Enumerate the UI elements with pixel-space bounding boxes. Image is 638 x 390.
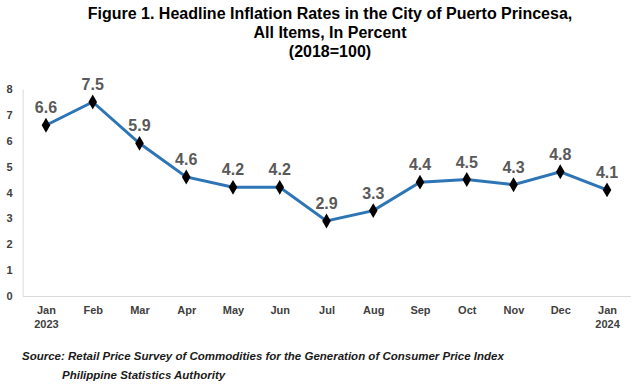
data-label: 4.5 [456, 154, 478, 171]
y-axis-line [23, 90, 24, 297]
x-tick: Feb [83, 296, 103, 316]
x-tick-label: Jan 2023 [34, 304, 58, 330]
x-tick: Aug [363, 296, 384, 316]
y-tick: 6 [6, 135, 22, 147]
x-tick-label-line: Jun [270, 304, 290, 316]
y-tick: 1 [6, 264, 22, 276]
x-tick-label: Aug [363, 304, 384, 316]
plot-area [42, 94, 612, 228]
line [46, 102, 607, 221]
marker [369, 203, 378, 218]
y-tick-label: 1 [6, 264, 12, 276]
data-label: 6.6 [35, 99, 57, 116]
x-tick-label-line: Nov [504, 304, 526, 316]
data-label: 4.6 [175, 151, 197, 168]
x-tick: Nov [504, 296, 526, 316]
x-tick-label: Sep [410, 304, 430, 316]
marker [42, 118, 51, 133]
data-label: 4.8 [549, 146, 571, 163]
x-tick: Dec [551, 296, 571, 316]
data-label: 4.3 [502, 159, 524, 176]
marker [182, 170, 191, 185]
x-tick: Jul [319, 296, 335, 316]
y-tick: 4 [6, 187, 22, 199]
title-line: Figure 1. Headline Inflation Rates in th… [88, 5, 573, 22]
y-tick: 5 [6, 161, 22, 173]
x-tick-label: Jun [270, 304, 290, 316]
title: Figure 1. Headline Inflation Rates in th… [88, 5, 573, 41]
x-tick-label-line: May [223, 304, 245, 316]
x-tick-label: Dec [551, 304, 571, 316]
x-tick-label-line: Apr [177, 304, 197, 316]
data-label: 7.5 [82, 76, 104, 93]
x-tick: May [223, 296, 245, 316]
data-label: 2.9 [315, 195, 337, 212]
x-tick-label-line: Sep [410, 304, 430, 316]
y-tick-label: 5 [6, 161, 12, 173]
data-label: 4.2 [269, 161, 291, 178]
x-tick: Jan 2023 [34, 296, 58, 330]
x-tick-label-line: Oct [458, 304, 477, 316]
x-tick: Jan 2024 [595, 296, 620, 330]
title-line: All Items, In Percent [254, 24, 408, 41]
marker [88, 94, 97, 109]
marker [322, 214, 331, 229]
y-tick-label: 7 [6, 109, 12, 121]
marker [509, 177, 518, 192]
x-tick-label-line: Jan [598, 304, 617, 316]
x-axis-line [23, 296, 631, 297]
marker [275, 180, 284, 195]
x-axis: Jan 2023 Feb Mar Apr May Jun Jul Aug Sep Oct Nov Dec… [23, 296, 631, 330]
y-tick: 8 [6, 83, 22, 95]
source-note: Source: Retail Price Survey of Commoditi… [22, 350, 504, 362]
data-label: 4.2 [222, 161, 244, 178]
data-label: 4.1 [596, 164, 618, 181]
x-tick-label-line: Jan [37, 304, 56, 316]
x-tick-label-line: Feb [83, 304, 103, 316]
x-tick-label: May [223, 304, 245, 316]
x-tick-label: Feb [83, 304, 103, 316]
marker [135, 136, 144, 151]
y-tick-label: 8 [6, 83, 12, 95]
y-tick: 3 [6, 212, 22, 224]
data-label: 5.9 [128, 117, 150, 134]
x-tick-label: Apr [177, 304, 197, 316]
marker [416, 175, 425, 190]
x-tick-label: Mar [130, 304, 150, 316]
y-tick-label: 4 [6, 187, 13, 199]
subtitle: (2018=100) [289, 43, 371, 60]
y-tick: 2 [6, 238, 22, 250]
y-tick-label: 3 [6, 212, 12, 224]
y-axis: 0 1 2 3 4 5 6 7 8 [6, 83, 23, 302]
x-tick-label: Nov [504, 304, 526, 316]
y-tick-label: 2 [6, 238, 12, 250]
x-tick-label-line: Jul [319, 304, 335, 316]
marker [462, 172, 471, 187]
x-tick-label: Jan 2024 [595, 304, 620, 330]
x-tick: Jun [270, 296, 290, 316]
marker [603, 182, 612, 197]
source-note: Philippine Statistics Authority [62, 369, 226, 381]
y-tick-label: 0 [6, 290, 12, 302]
x-tick-label-line: 2023 [34, 318, 58, 330]
x-tick: Apr [177, 296, 197, 316]
x-tick: Mar [130, 296, 150, 316]
data-label: 3.3 [362, 185, 384, 202]
data-labels: 6.6 7.5 5.9 4.6 4.2 4.2 2.9 3.3 4.4 4.5 4.3 4.8 4.1 [35, 76, 618, 212]
x-tick-label-line: Dec [551, 304, 571, 316]
y-tick: 7 [6, 109, 22, 121]
x-tick-label-line: Aug [363, 304, 384, 316]
marker [229, 180, 238, 195]
x-tick-label: Oct [458, 304, 477, 316]
y-tick: 0 [6, 290, 22, 302]
x-tick: Oct [458, 296, 477, 316]
chart: Figure 1. Headline Inflation Rates in th… [0, 0, 638, 390]
x-tick-label-line: Mar [130, 304, 150, 316]
marker [556, 164, 565, 179]
x-tick: Sep [410, 296, 430, 316]
data-label: 4.4 [409, 156, 431, 173]
x-tick-label-line: 2024 [595, 318, 620, 330]
y-tick-label: 6 [6, 135, 12, 147]
x-tick-label: Jul [319, 304, 335, 316]
